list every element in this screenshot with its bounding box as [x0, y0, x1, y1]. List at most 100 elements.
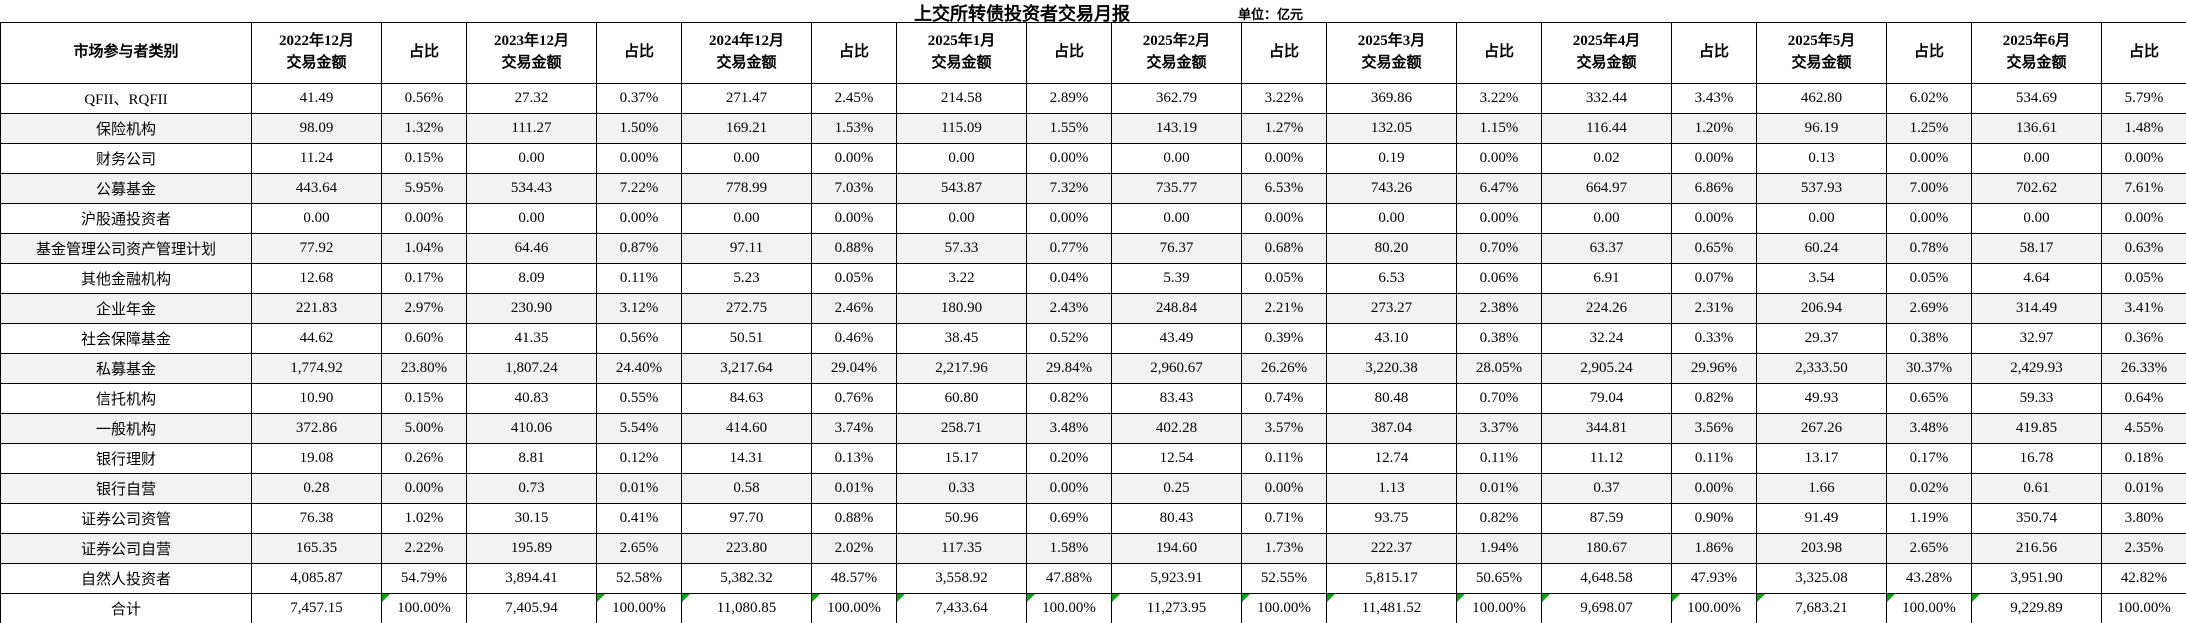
pct-cell[interactable]: 0.90%: [1671, 503, 1757, 534]
pct-cell[interactable]: 3.37%: [1456, 413, 1542, 444]
amount-cell[interactable]: 443.64: [251, 173, 382, 204]
total-label-cell[interactable]: 合计: [0, 593, 252, 623]
amount-cell[interactable]: 258.71: [896, 413, 1027, 444]
amount-cell[interactable]: 15.17: [896, 443, 1027, 474]
pct-cell[interactable]: 26.33%: [2101, 353, 2186, 384]
pct-cell[interactable]: 0.39%: [1241, 323, 1327, 354]
amount-cell[interactable]: 223.80: [681, 533, 812, 564]
pct-cell[interactable]: 0.20%: [1026, 443, 1112, 474]
pct-cell[interactable]: 2.46%: [811, 293, 897, 324]
amount-cell[interactable]: 43.49: [1111, 323, 1242, 354]
total-amount-cell[interactable]: 7,433.64: [896, 593, 1027, 623]
total-amount-cell[interactable]: 9,229.89: [1971, 593, 2102, 623]
amount-cell[interactable]: 14.31: [681, 443, 812, 474]
row-label-cell[interactable]: QFII、RQFII: [0, 83, 252, 114]
total-pct-cell[interactable]: 100.00%: [2101, 593, 2186, 623]
amount-cell[interactable]: 43.10: [1326, 323, 1457, 354]
header-pct-cell-5[interactable]: 占比: [1456, 22, 1542, 84]
pct-cell[interactable]: 0.07%: [1671, 263, 1757, 294]
pct-cell[interactable]: 2.22%: [381, 533, 467, 564]
amount-cell[interactable]: 743.26: [1326, 173, 1457, 204]
pct-cell[interactable]: 0.00%: [1671, 203, 1757, 234]
pct-cell[interactable]: 0.11%: [596, 263, 682, 294]
amount-cell[interactable]: 13.17: [1756, 443, 1887, 474]
pct-cell[interactable]: 2.89%: [1026, 83, 1112, 114]
amount-cell[interactable]: 29.37: [1756, 323, 1887, 354]
pct-cell[interactable]: 0.52%: [1026, 323, 1112, 354]
amount-cell[interactable]: 60.80: [896, 383, 1027, 414]
amount-cell[interactable]: 214.58: [896, 83, 1027, 114]
amount-cell[interactable]: 80.20: [1326, 233, 1457, 264]
amount-cell[interactable]: 3.54: [1756, 263, 1887, 294]
amount-cell[interactable]: 50.51: [681, 323, 812, 354]
pct-cell[interactable]: 42.82%: [2101, 563, 2186, 594]
pct-cell[interactable]: 2.97%: [381, 293, 467, 324]
header-pct-cell-3[interactable]: 占比: [1026, 22, 1112, 84]
amount-cell[interactable]: 5,815.17: [1326, 563, 1457, 594]
amount-cell[interactable]: 735.77: [1111, 173, 1242, 204]
pct-cell[interactable]: 7.61%: [2101, 173, 2186, 204]
pct-cell[interactable]: 0.63%: [2101, 233, 2186, 264]
header-pct-cell-1[interactable]: 占比: [596, 22, 682, 84]
pct-cell[interactable]: 0.00%: [1026, 203, 1112, 234]
pct-cell[interactable]: 1.94%: [1456, 533, 1542, 564]
amount-cell[interactable]: 0.00: [1111, 203, 1242, 234]
amount-cell[interactable]: 8.09: [466, 263, 597, 294]
pct-cell[interactable]: 1.50%: [596, 113, 682, 144]
pct-cell[interactable]: 0.82%: [1026, 383, 1112, 414]
amount-cell[interactable]: 32.24: [1541, 323, 1672, 354]
amount-cell[interactable]: 50.96: [896, 503, 1027, 534]
amount-cell[interactable]: 3,220.38: [1326, 353, 1457, 384]
amount-cell[interactable]: 136.61: [1971, 113, 2102, 144]
total-pct-cell[interactable]: 100.00%: [811, 593, 897, 623]
amount-cell[interactable]: 38.45: [896, 323, 1027, 354]
pct-cell[interactable]: 50.65%: [1456, 563, 1542, 594]
amount-cell[interactable]: 194.60: [1111, 533, 1242, 564]
pct-cell[interactable]: 43.28%: [1886, 563, 1972, 594]
row-label-cell[interactable]: 基金管理公司资产管理计划: [0, 233, 252, 264]
amount-cell[interactable]: 369.86: [1326, 83, 1457, 114]
pct-cell[interactable]: 0.00%: [811, 143, 897, 174]
total-amount-cell[interactable]: 11,080.85: [681, 593, 812, 623]
amount-cell[interactable]: 1.66: [1756, 473, 1887, 504]
pct-cell[interactable]: 0.71%: [1241, 503, 1327, 534]
pct-cell[interactable]: 2.02%: [811, 533, 897, 564]
row-label-cell[interactable]: 自然人投资者: [0, 563, 252, 594]
amount-cell[interactable]: 0.00: [1971, 143, 2102, 174]
row-label-cell[interactable]: 证券公司资管: [0, 503, 252, 534]
pct-cell[interactable]: 1.15%: [1456, 113, 1542, 144]
amount-cell[interactable]: 2,429.93: [1971, 353, 2102, 384]
pct-cell[interactable]: 0.00%: [811, 203, 897, 234]
amount-cell[interactable]: 314.49: [1971, 293, 2102, 324]
pct-cell[interactable]: 0.05%: [2101, 263, 2186, 294]
pct-cell[interactable]: 0.17%: [381, 263, 467, 294]
amount-cell[interactable]: 84.63: [681, 383, 812, 414]
pct-cell[interactable]: 0.01%: [596, 473, 682, 504]
amount-cell[interactable]: 79.04: [1541, 383, 1672, 414]
pct-cell[interactable]: 1.27%: [1241, 113, 1327, 144]
pct-cell[interactable]: 0.00%: [381, 473, 467, 504]
amount-cell[interactable]: 80.43: [1111, 503, 1242, 534]
amount-cell[interactable]: 0.73: [466, 473, 597, 504]
amount-cell[interactable]: 32.97: [1971, 323, 2102, 354]
pct-cell[interactable]: 0.00%: [1241, 143, 1327, 174]
amount-cell[interactable]: 1,807.24: [466, 353, 597, 384]
pct-cell[interactable]: 0.18%: [2101, 443, 2186, 474]
row-label-cell[interactable]: 社会保障基金: [0, 323, 252, 354]
pct-cell[interactable]: 0.74%: [1241, 383, 1327, 414]
pct-cell[interactable]: 3.12%: [596, 293, 682, 324]
amount-cell[interactable]: 0.58: [681, 473, 812, 504]
amount-cell[interactable]: 2,905.24: [1541, 353, 1672, 384]
pct-cell[interactable]: 24.40%: [596, 353, 682, 384]
amount-cell[interactable]: 0.00: [466, 203, 597, 234]
header-pct-cell-8[interactable]: 占比: [2101, 22, 2186, 84]
pct-cell[interactable]: 3.41%: [2101, 293, 2186, 324]
pct-cell[interactable]: 0.00%: [381, 203, 467, 234]
pct-cell[interactable]: 1.25%: [1886, 113, 1972, 144]
pct-cell[interactable]: 0.56%: [596, 323, 682, 354]
pct-cell[interactable]: 5.00%: [381, 413, 467, 444]
amount-cell[interactable]: 271.47: [681, 83, 812, 114]
total-amount-cell[interactable]: 9,698.07: [1541, 593, 1672, 623]
amount-cell[interactable]: 44.62: [251, 323, 382, 354]
pct-cell[interactable]: 0.00%: [1026, 143, 1112, 174]
